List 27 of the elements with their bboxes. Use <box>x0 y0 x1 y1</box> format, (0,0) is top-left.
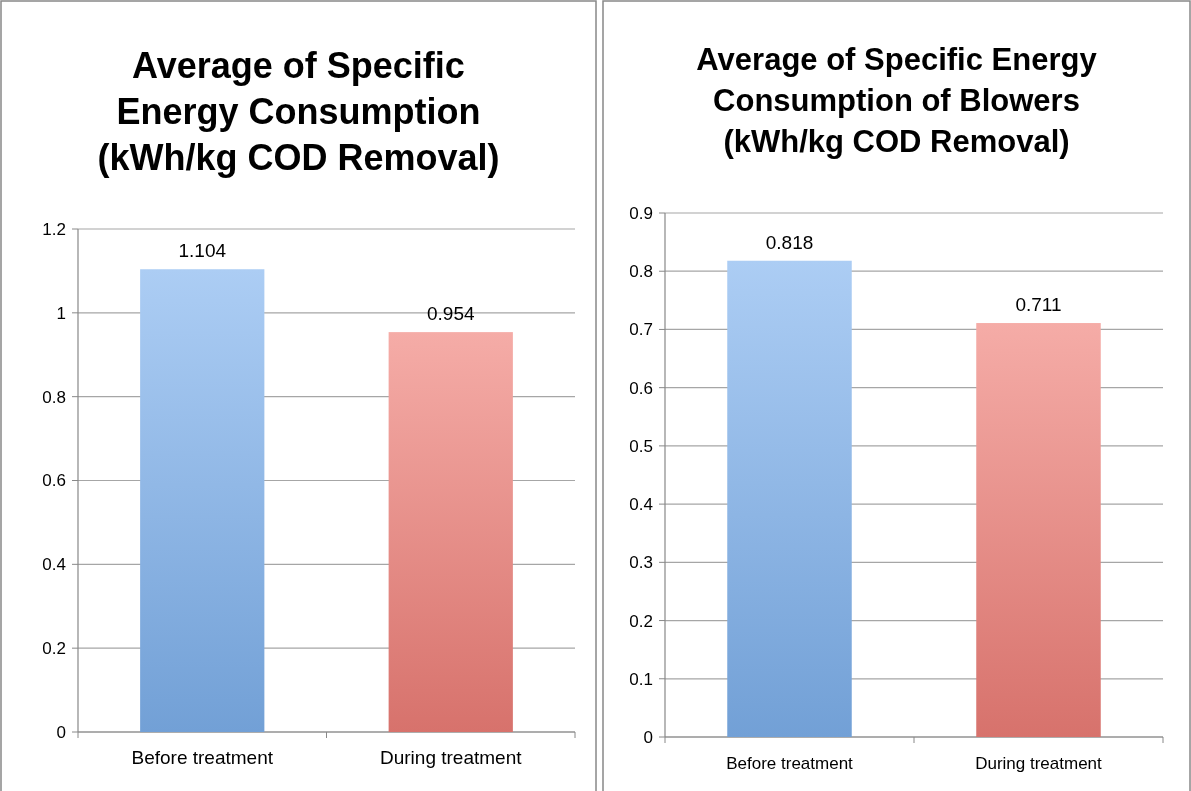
data-label: 1.104 <box>178 240 227 262</box>
y-tick-label: 0.7 <box>629 320 653 340</box>
x-tick-label: During treatment <box>975 754 1103 773</box>
x-tick-label: During treatment <box>379 747 523 768</box>
y-tick-label: 0.2 <box>42 639 66 659</box>
y-tick-label: 0.8 <box>42 387 66 407</box>
data-label: 0.954 <box>426 303 475 325</box>
y-tick-label: 0.6 <box>629 378 653 398</box>
y-tick-label: 0.8 <box>629 262 653 282</box>
y-tick-label: 0.2 <box>629 611 653 631</box>
y-tick-label: 0.6 <box>42 471 66 491</box>
y-tick-label: 0.9 <box>629 203 653 223</box>
y-tick-label: 0 <box>56 722 66 742</box>
y-tick-label: 0.3 <box>629 553 653 573</box>
y-tick-label: 0.4 <box>42 555 66 575</box>
y-tick-label: 0.1 <box>629 669 653 689</box>
data-label: 0.818 <box>765 231 814 253</box>
y-tick-label: 0.4 <box>629 495 653 515</box>
x-tick-label: Before treatment <box>726 754 854 773</box>
y-tick-label: 0 <box>643 727 653 747</box>
data-label: 0.711 <box>1015 294 1062 316</box>
chart-title: Average of Specific Energy Consumption of Blowers (kWh/kg COD Removal) <box>696 42 1098 159</box>
y-tick-label: 0.5 <box>629 436 653 456</box>
x-tick-label: Before treatment <box>131 747 274 768</box>
chart-title: Average of Specific Energy Consumption (kWh/kg COD Removal) <box>97 45 500 178</box>
y-tick-label: 1 <box>56 303 66 323</box>
y-tick-label: 1.2 <box>42 219 66 239</box>
